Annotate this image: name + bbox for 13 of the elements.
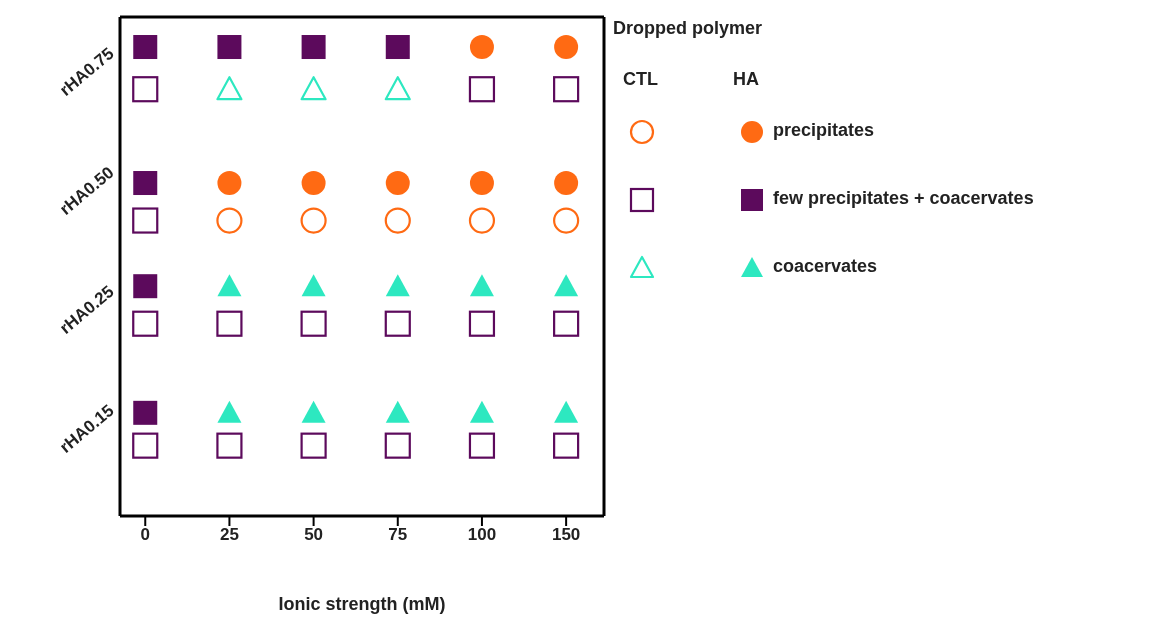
x-tick-label: 150 <box>551 525 581 545</box>
x-axis-title: Ionic strength (mM) <box>278 594 446 614</box>
text: CTL <box>623 69 658 90</box>
x-tick-label: 75 <box>388 525 408 545</box>
x-tick-label: 50 <box>304 525 324 545</box>
legend-title: Dropped polymer <box>613 18 763 39</box>
legend-label: few precipitates + coacervates <box>773 188 1034 209</box>
x-tick-label: 0 <box>140 525 150 545</box>
x-tick-label: 25 <box>219 525 239 545</box>
x-tick-label: 100 <box>467 525 497 545</box>
text: HA <box>733 69 759 90</box>
legend-label: coacervates <box>773 256 878 277</box>
legend-label: precipitates <box>773 120 875 141</box>
